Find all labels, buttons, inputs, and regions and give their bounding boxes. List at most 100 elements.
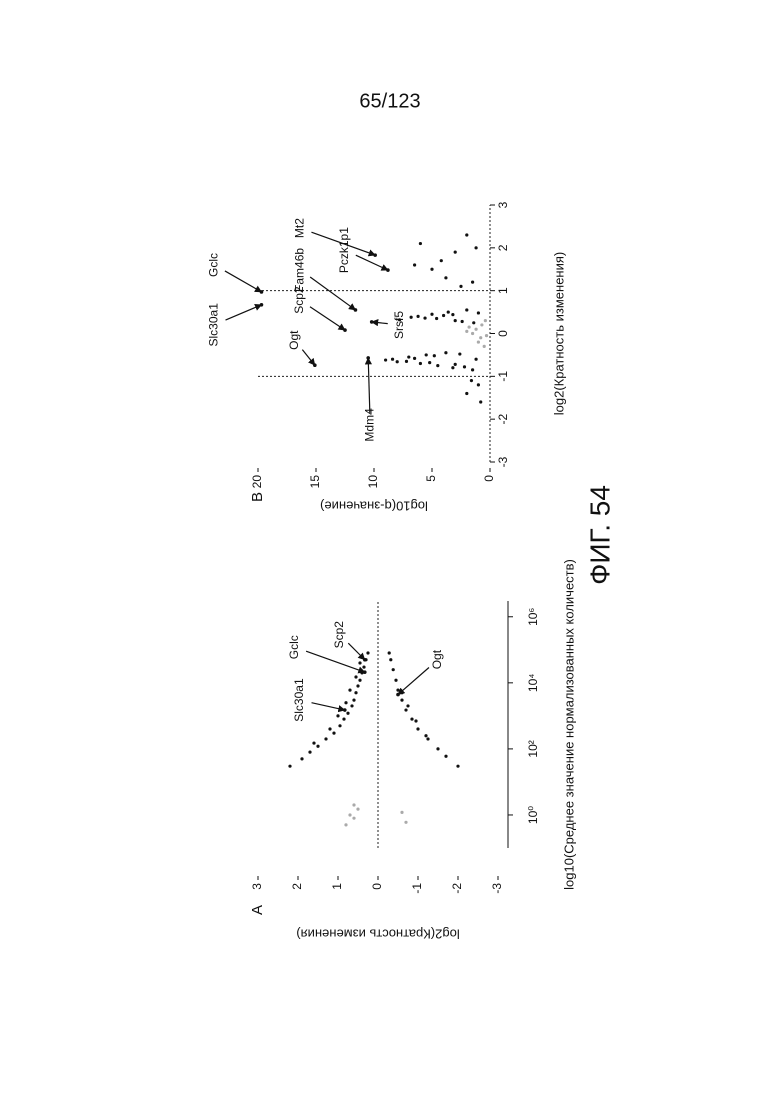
annotation-point xyxy=(366,356,370,360)
y-tick-label: 2 xyxy=(290,883,304,890)
data-point xyxy=(352,803,355,806)
annotation-arrow xyxy=(368,358,370,413)
data-point xyxy=(463,365,466,368)
data-point xyxy=(430,268,433,271)
annotation-arrow xyxy=(356,255,388,270)
data-point xyxy=(479,400,482,403)
page-number: 65/123 xyxy=(359,90,420,112)
annotation-point xyxy=(343,708,347,712)
data-point xyxy=(436,747,439,750)
data-point xyxy=(424,734,427,737)
x-tick-label: -3 xyxy=(496,456,510,467)
y-tick-label: -3 xyxy=(490,883,504,894)
annotation-point xyxy=(363,670,367,674)
data-point xyxy=(316,745,319,748)
annotation-point xyxy=(386,268,390,272)
annotation-label: Slc30a1 xyxy=(207,303,221,347)
y-tick-label: 0 xyxy=(370,883,384,890)
x-tick-label: 10² xyxy=(526,740,540,757)
data-point xyxy=(391,358,394,361)
data-point xyxy=(458,352,461,355)
data-point xyxy=(410,316,413,319)
data-point xyxy=(472,321,475,324)
annotation-label: Mdm4 xyxy=(362,408,376,442)
x-tick-label: -2 xyxy=(496,414,510,425)
y-tick-label: 3 xyxy=(250,883,264,890)
y-tick-label: -1 xyxy=(410,883,424,894)
data-point xyxy=(442,314,445,317)
data-point xyxy=(471,281,474,284)
data-point xyxy=(410,717,413,720)
data-point xyxy=(344,701,347,704)
annotation-point xyxy=(363,658,367,662)
data-point xyxy=(350,704,353,707)
data-point xyxy=(342,717,345,720)
y-tick-label: 10 xyxy=(366,475,380,489)
annotation-label: Gclc xyxy=(287,635,301,659)
x-tick-label: 0 xyxy=(496,330,510,337)
data-point xyxy=(328,727,331,730)
annotation-point xyxy=(373,253,377,257)
data-point xyxy=(444,276,447,279)
data-point xyxy=(480,323,483,326)
data-point xyxy=(444,351,447,354)
data-point xyxy=(485,334,488,337)
annotation-label: Gclc xyxy=(207,253,221,277)
data-point xyxy=(474,328,477,331)
annotation-arrow xyxy=(398,668,429,695)
annotation-point xyxy=(354,308,358,312)
data-point xyxy=(423,316,426,319)
data-point xyxy=(356,684,359,687)
x-tick-label: 1 xyxy=(496,287,510,294)
page-canvas: 65/123 ФИГ. 54 A-3-2-1012310⁰10²10⁴10⁶lo… xyxy=(0,0,780,1103)
data-point xyxy=(416,315,419,318)
data-point xyxy=(338,724,341,727)
data-point xyxy=(454,363,457,366)
data-point xyxy=(426,737,429,740)
data-point xyxy=(468,325,471,328)
x-axis-label: log10(Среднее значение нормализованных к… xyxy=(561,559,576,890)
data-point xyxy=(471,332,474,335)
data-point xyxy=(407,355,410,358)
data-point xyxy=(435,317,438,320)
data-point xyxy=(451,366,454,369)
data-point xyxy=(425,353,428,356)
annotation-label: Scp2 xyxy=(332,621,346,649)
annotation-arrow xyxy=(312,703,345,710)
data-point xyxy=(400,811,403,814)
data-point xyxy=(332,732,335,735)
y-tick-label: 20 xyxy=(250,475,264,489)
data-point xyxy=(348,813,351,816)
annotation-arrow xyxy=(310,277,355,310)
data-point xyxy=(436,364,439,367)
annotation-arrow xyxy=(306,651,365,672)
data-point xyxy=(288,765,291,768)
data-point xyxy=(362,665,365,668)
data-point xyxy=(465,233,468,236)
x-tick-label: 3 xyxy=(496,201,510,208)
data-point xyxy=(404,821,407,824)
data-point xyxy=(396,689,399,692)
data-point xyxy=(354,691,357,694)
data-point xyxy=(344,823,347,826)
annotation-arrow xyxy=(310,307,345,330)
data-point xyxy=(451,313,454,316)
x-tick-label: 2 xyxy=(496,244,510,251)
y-axis-label: log2(Кратность изменения) xyxy=(296,927,459,942)
annotation-point xyxy=(313,363,317,367)
annotation-arrow xyxy=(348,643,365,660)
data-point xyxy=(484,319,487,322)
data-point xyxy=(358,679,361,682)
y-axis-label: log10(q-значение) xyxy=(320,499,428,514)
annotation-arrow xyxy=(302,350,315,366)
annotation-label: Pczk1p1 xyxy=(337,227,351,273)
data-point xyxy=(477,311,480,314)
annotation-label: Srsf5 xyxy=(392,311,406,339)
data-point xyxy=(465,392,468,395)
data-point xyxy=(465,330,468,333)
data-point xyxy=(384,358,387,361)
page: {"page_number": "65/123", "figure_label"… xyxy=(0,0,780,1103)
y-tick-label: -2 xyxy=(450,883,464,894)
annotation-label: Mt2 xyxy=(292,218,306,238)
data-point xyxy=(461,320,464,323)
